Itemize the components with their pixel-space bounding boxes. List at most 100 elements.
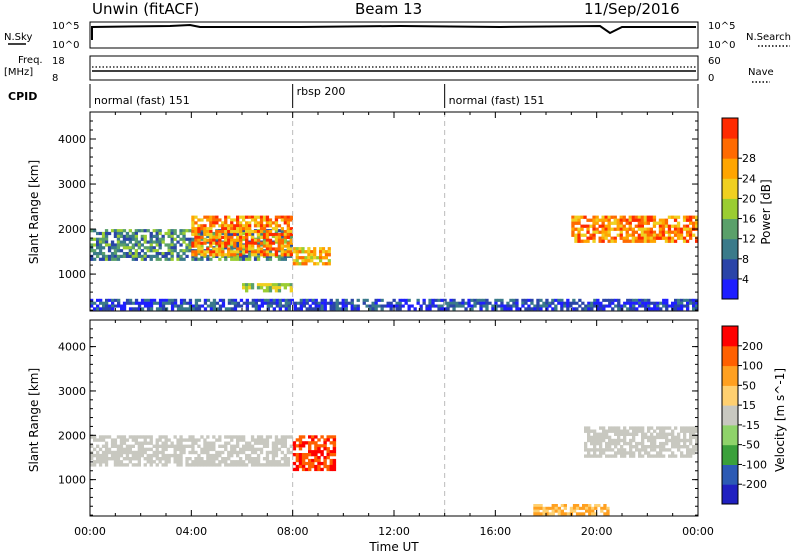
data-cell xyxy=(317,307,321,311)
data-cell xyxy=(203,447,207,452)
data-cell xyxy=(604,233,608,237)
data-cell xyxy=(197,250,201,254)
data-cell xyxy=(503,307,507,311)
colorbar-tick-label: -15 xyxy=(742,419,760,432)
data-cell xyxy=(90,450,94,455)
data-cell xyxy=(295,444,300,448)
data-cell xyxy=(185,237,189,241)
data-cell xyxy=(245,244,249,248)
data-cell xyxy=(265,221,270,225)
data-cell xyxy=(197,460,201,464)
data-cell xyxy=(90,444,94,448)
data-cell xyxy=(230,221,234,225)
data-cell xyxy=(338,307,342,311)
data-cell xyxy=(230,257,234,261)
data-cell xyxy=(280,450,284,455)
data-cell xyxy=(158,460,162,464)
data-cell xyxy=(536,504,540,508)
data-cell xyxy=(319,259,323,263)
data-cell xyxy=(155,252,159,256)
data-cell xyxy=(298,458,303,463)
data-cell xyxy=(93,237,97,241)
data-cell xyxy=(137,304,142,308)
data-cell xyxy=(227,247,231,251)
data-cell xyxy=(224,241,228,245)
data-cell xyxy=(646,221,650,225)
x-tick-label: 00:00 xyxy=(74,525,106,538)
data-cell xyxy=(218,250,222,254)
data-cell xyxy=(256,230,261,234)
data-cell xyxy=(649,218,653,222)
data-cell xyxy=(286,460,290,464)
data-cell xyxy=(623,435,627,440)
data-cell xyxy=(574,239,578,243)
colorbar-segment xyxy=(722,326,738,347)
data-cell xyxy=(638,448,642,452)
data-cell xyxy=(140,237,144,241)
data-cell xyxy=(194,463,198,467)
data-cell xyxy=(292,461,297,466)
data-cell xyxy=(236,441,240,445)
data-cell xyxy=(239,215,243,219)
data-cell xyxy=(113,441,118,445)
data-cell xyxy=(689,448,693,452)
data-cell xyxy=(659,441,663,446)
data-cell xyxy=(521,298,525,302)
data-cell xyxy=(625,227,629,231)
data-cell xyxy=(173,460,177,464)
data-cell xyxy=(218,218,222,222)
data-cell xyxy=(321,262,326,266)
data-cell xyxy=(607,224,611,228)
data-cell xyxy=(332,461,337,466)
data-cell xyxy=(591,509,595,513)
data-cell xyxy=(482,304,486,308)
data-cell xyxy=(646,239,650,243)
data-cell xyxy=(143,240,147,244)
data-cell xyxy=(149,453,153,458)
data-cell xyxy=(467,298,471,302)
data-cell xyxy=(299,307,303,311)
data-cell xyxy=(308,298,312,302)
data-cell xyxy=(245,301,249,305)
data-cell xyxy=(143,246,147,250)
data-cell xyxy=(662,441,666,446)
data-cell xyxy=(674,426,678,430)
data-cell xyxy=(695,448,699,452)
data-cell xyxy=(245,453,249,458)
data-cell xyxy=(131,246,135,250)
data-cell xyxy=(286,447,290,452)
data-cell xyxy=(554,307,558,311)
data-cell xyxy=(194,257,198,261)
data-cell xyxy=(580,227,584,231)
data-cell xyxy=(248,249,252,253)
data-cell xyxy=(215,237,219,241)
data-cell xyxy=(167,298,172,302)
data-cell xyxy=(224,441,228,445)
x-axis-label: Time UT xyxy=(368,540,419,554)
data-cell xyxy=(191,304,196,308)
data-cell xyxy=(629,304,633,308)
data-cell xyxy=(131,234,135,238)
data-cell xyxy=(434,298,438,302)
data-cell xyxy=(587,307,591,311)
data-cell xyxy=(131,301,136,305)
data-cell xyxy=(149,240,153,244)
power-data-marks xyxy=(90,215,699,311)
data-cell xyxy=(494,304,498,308)
data-cell xyxy=(221,298,226,302)
data-cell xyxy=(128,254,132,258)
data-cell xyxy=(530,301,534,305)
data-cell xyxy=(664,218,669,222)
data-cell xyxy=(191,460,195,464)
data-cell xyxy=(269,301,273,305)
data-cell xyxy=(233,447,237,452)
data-cell xyxy=(304,256,308,260)
data-cell xyxy=(683,435,687,440)
data-cell xyxy=(236,224,240,228)
data-cell xyxy=(128,240,132,244)
data-cell xyxy=(98,447,103,452)
data-cell xyxy=(641,429,645,433)
data-cell xyxy=(611,454,615,458)
data-cell xyxy=(101,234,106,238)
data-cell xyxy=(586,239,590,243)
